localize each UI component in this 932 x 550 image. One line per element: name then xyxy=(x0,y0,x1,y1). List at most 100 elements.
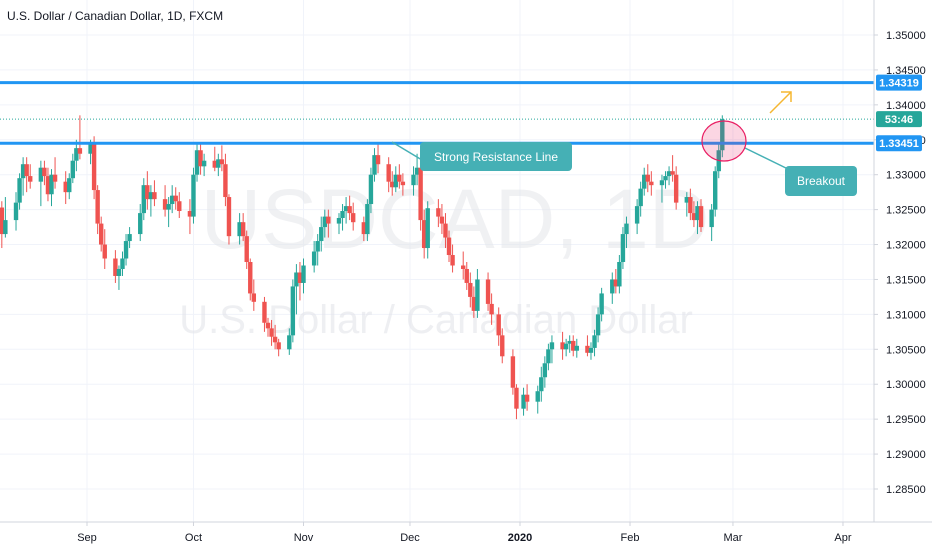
price-tick-label: 1.32500 xyxy=(886,205,926,217)
candle xyxy=(390,171,395,196)
breakout-callout-text: Breakout xyxy=(797,174,846,188)
candle-body xyxy=(514,387,519,409)
time-tick-label: Feb xyxy=(621,532,640,544)
candle-body xyxy=(38,167,44,182)
candle-body xyxy=(535,391,540,402)
candle xyxy=(670,155,675,182)
candle xyxy=(301,258,306,294)
candle-body xyxy=(446,237,452,256)
candle xyxy=(397,164,402,189)
candle xyxy=(272,324,278,350)
candle xyxy=(709,204,714,242)
candle-body xyxy=(152,192,157,200)
up-arrow-icon[interactable] xyxy=(769,91,792,114)
resistance-callout[interactable]: Strong Resistance Line xyxy=(391,141,572,171)
candle-body xyxy=(0,207,5,235)
candle-body xyxy=(663,176,668,181)
candle xyxy=(201,153,207,177)
price-tag-countdown-text: 53:46 xyxy=(885,114,913,126)
candle-body xyxy=(617,262,622,287)
candle xyxy=(563,338,569,357)
candle-body xyxy=(461,265,466,269)
grid xyxy=(0,0,874,522)
time-axis[interactable]: Sep Oct Nov Dec 2020 Feb Mar Apr xyxy=(77,522,852,544)
candle xyxy=(695,201,700,235)
candle xyxy=(688,188,693,221)
candle xyxy=(620,227,626,269)
candle-body xyxy=(684,197,690,203)
candle-body xyxy=(123,241,129,259)
candle xyxy=(38,160,44,207)
candle xyxy=(287,328,292,355)
candle xyxy=(187,199,193,235)
candle-body xyxy=(326,216,331,224)
candle xyxy=(336,213,342,235)
candle xyxy=(276,338,281,357)
candle xyxy=(421,209,427,259)
candle-body xyxy=(414,167,420,175)
candle-body xyxy=(464,268,469,283)
candle xyxy=(194,143,200,182)
candle-body xyxy=(45,176,51,195)
price-tag-lower-box xyxy=(876,135,922,152)
candle xyxy=(322,209,327,238)
candle-body xyxy=(226,197,232,237)
candle xyxy=(446,230,452,262)
candle xyxy=(3,197,8,238)
breakout-ellipse[interactable] xyxy=(701,120,747,162)
candle xyxy=(400,173,406,196)
breakout-callout[interactable]: Breakout xyxy=(744,147,857,196)
candle-body xyxy=(49,174,54,195)
candle xyxy=(372,148,377,182)
time-tick-label: Dec xyxy=(400,532,420,544)
candle xyxy=(0,201,5,249)
candle-body xyxy=(500,335,505,357)
candle-body xyxy=(549,342,555,350)
candle xyxy=(326,209,331,238)
candle-body xyxy=(276,342,281,350)
candle-body xyxy=(475,279,480,311)
candle xyxy=(350,202,356,231)
candle-body xyxy=(336,217,342,224)
price-tick-label: 1.31500 xyxy=(886,274,926,286)
candle-body xyxy=(421,220,427,249)
candle-body xyxy=(624,223,629,235)
candle-body xyxy=(102,244,107,259)
candle xyxy=(177,192,182,218)
candle-body xyxy=(634,206,640,224)
candle-body xyxy=(191,174,196,217)
candle-body xyxy=(560,342,565,350)
candle xyxy=(393,166,398,193)
candle xyxy=(269,319,274,346)
candle xyxy=(145,171,150,210)
candle xyxy=(560,331,565,360)
candle-body xyxy=(425,208,430,249)
candle-body xyxy=(319,227,324,242)
candle xyxy=(319,216,324,252)
candle xyxy=(418,160,423,231)
candle xyxy=(698,199,704,232)
candle xyxy=(663,171,668,189)
candle xyxy=(386,157,391,193)
candle-body xyxy=(113,258,118,276)
candle-body xyxy=(98,223,104,245)
price-tick-label: 1.31000 xyxy=(886,309,926,321)
candle-body xyxy=(546,349,551,364)
price-tick-label: 1.34500 xyxy=(886,65,926,77)
candle-body xyxy=(489,303,494,315)
candle xyxy=(521,387,526,416)
price-tag-lower-text: 1.33451 xyxy=(879,138,919,150)
candle-body xyxy=(343,206,349,212)
candle xyxy=(127,227,132,249)
candle xyxy=(77,115,83,160)
candle-body xyxy=(63,181,68,193)
candle-body xyxy=(567,340,572,344)
time-tick-label: Oct xyxy=(185,532,202,544)
candle xyxy=(592,329,597,357)
candle-body xyxy=(347,206,352,214)
candle-body xyxy=(521,394,526,409)
candle-body xyxy=(390,181,395,188)
candle-body xyxy=(397,174,402,182)
candle xyxy=(237,213,242,245)
